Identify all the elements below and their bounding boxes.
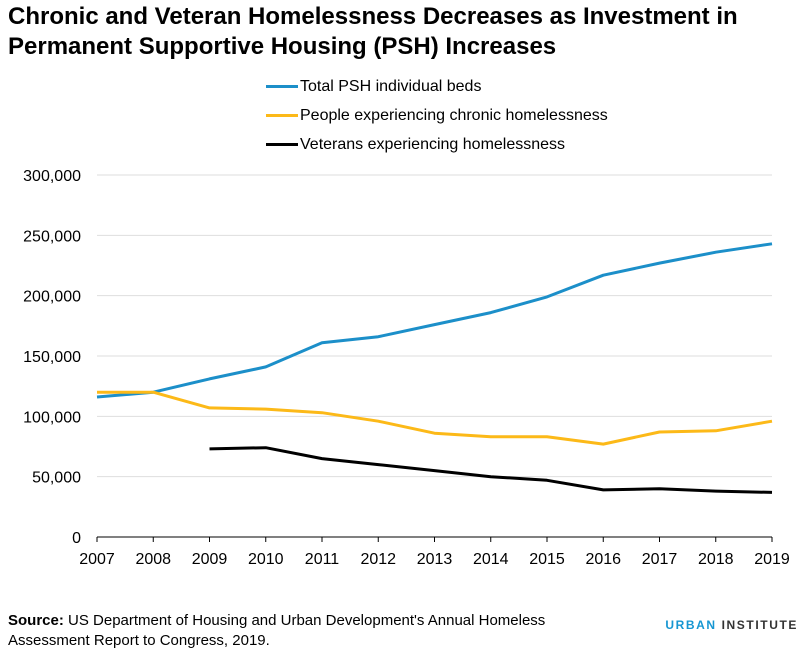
legend-swatch-veterans <box>266 143 298 146</box>
legend-swatch-psh-beds <box>266 85 298 88</box>
x-tick-label: 2018 <box>698 551 734 568</box>
y-tick-label: 100,000 <box>23 409 81 426</box>
y-tick-label: 0 <box>72 530 81 547</box>
y-tick-label: 200,000 <box>23 289 81 306</box>
x-tick-label: 2010 <box>248 551 284 568</box>
y-tick-label: 300,000 <box>23 168 81 185</box>
y-tick-label: 50,000 <box>32 470 81 487</box>
x-tick-label: 2014 <box>473 551 509 568</box>
series-line-1 <box>97 390 773 446</box>
source-label: Source: <box>8 612 64 629</box>
line-chart: 0 50,000 100,000 150,000 200,000 250,000 300,0… <box>23 168 790 568</box>
x-tick-label: 2019 <box>754 551 790 568</box>
chart-title: Chronic and Veteran Homelessness Decreas… <box>8 3 738 60</box>
x-tick-label: 2009 <box>192 551 228 568</box>
x-tick-label: 2017 <box>642 551 678 568</box>
y-tick-label: 250,000 <box>23 228 81 245</box>
legend-label-chronic: People experiencing chronic homelessness <box>300 107 608 124</box>
legend-label-psh-beds: Total PSH individual beds <box>300 78 482 95</box>
source-text: US Department of Housing and Urban Devel… <box>8 612 546 649</box>
legend-label-veterans: Veterans experiencing homelessness <box>300 136 566 153</box>
logo-word-institute: INSTITUTE <box>716 618 798 632</box>
legend-item-psh-beds: Total PSH individual beds <box>266 72 608 101</box>
logo-word-urban: URBAN <box>665 618 717 632</box>
source-note: Source: US Department of Housing and Urb… <box>8 611 568 651</box>
y-tick-label: 150,000 <box>23 349 81 366</box>
series-line-0 <box>96 242 773 399</box>
series-line-2 <box>209 446 773 494</box>
urban-institute-logo: URBAN INSTITUTE <box>665 618 798 632</box>
legend-item-veterans: Veterans experiencing homelessness <box>266 130 608 159</box>
x-tick-label: 2016 <box>585 551 621 568</box>
legend-item-chronic: People experiencing chronic homelessness <box>266 101 608 130</box>
x-tick-label: 2015 <box>529 551 565 568</box>
x-tick-label: 2011 <box>305 551 340 568</box>
legend-swatch-chronic <box>266 114 298 117</box>
x-tick-label: 2008 <box>135 551 171 568</box>
x-tick-label: 2007 <box>79 551 115 568</box>
x-tick-label: 2013 <box>417 551 453 568</box>
x-tick-label: 2012 <box>360 551 396 568</box>
legend: Total PSH individual beds People experie… <box>266 72 608 159</box>
